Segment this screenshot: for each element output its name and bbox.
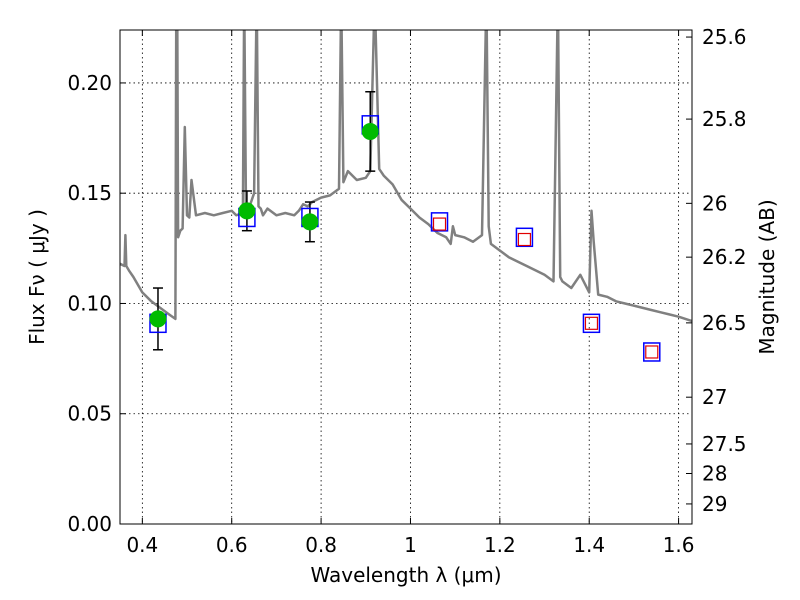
model-band-square (515, 227, 534, 248)
right-axis-ticks: 25.6 25.8 26 26.2 26.5 27 27.5 28 29 (686, 25, 747, 516)
x-tick-label: 1.4 (573, 533, 605, 557)
predicted-band-square (584, 316, 599, 330)
predicted-band-square (432, 217, 447, 231)
x-tick-label: 0.6 (216, 533, 248, 557)
x-tick-label: 0.4 (126, 533, 158, 557)
x-tick-label: 1.2 (484, 533, 516, 557)
model-band-square (643, 342, 661, 362)
right-tick-label: 26.2 (702, 245, 747, 269)
model-spectrum-polyline (120, 30, 692, 323)
x-axis-label: Wavelength λ (μm) (310, 563, 501, 587)
observed-points (149, 122, 379, 328)
observed-point (149, 310, 167, 328)
plot-frame (119, 29, 693, 525)
plot-area (120, 30, 692, 362)
right-tick-label: 27.5 (702, 432, 747, 456)
model-spectrum-line (120, 30, 692, 323)
y-tick-label: 0.05 (67, 402, 112, 426)
grid-lines (120, 30, 692, 525)
right-tick-label: 25.8 (702, 107, 747, 131)
observed-point (301, 213, 319, 231)
y-tick-label: 0.00 (67, 512, 112, 536)
model-band-squares (149, 115, 661, 362)
x-tick-label: 1.6 (663, 533, 695, 557)
y-axis-ticks: 0.00 0.05 0.10 0.15 0.20 (67, 71, 126, 536)
observed-point (361, 122, 379, 140)
y-tick-label: 0.20 (67, 71, 112, 95)
x-tick-label: 0.8 (305, 533, 337, 557)
x-tick-label: 1 (404, 533, 417, 557)
right-tick-label: 26 (702, 191, 727, 215)
predicted-band-square (517, 232, 532, 247)
right-tick-label: 27 (702, 385, 727, 409)
right-tick-label: 26.5 (702, 311, 747, 335)
right-axis-label: Magnitude (AB) (755, 199, 779, 354)
predicted-band-square (645, 345, 659, 359)
model-band-square (430, 212, 449, 232)
right-tick-label: 28 (702, 461, 727, 485)
observed-point (238, 202, 256, 220)
right-tick-label: 25.6 (702, 25, 747, 49)
y-axis-label: Flux Fν ( μJy ) (25, 209, 49, 345)
y-tick-label: 0.15 (67, 181, 112, 205)
y-tick-label: 0.10 (67, 291, 112, 315)
model-band-square (582, 313, 601, 334)
right-tick-label: 29 (702, 492, 727, 516)
x-axis-ticks: 0.4 0.6 0.8 1 1.2 1.4 1.6 (126, 30, 695, 557)
predicted-band-squares (432, 217, 659, 359)
